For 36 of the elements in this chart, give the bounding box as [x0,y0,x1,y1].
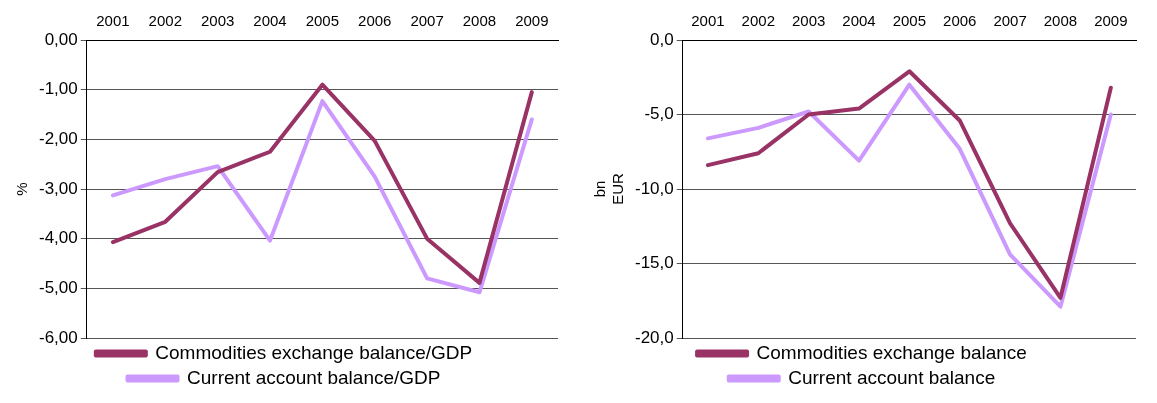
x-tick-label: 2008 [1043,12,1078,30]
y-tick-label: -5,00 [39,278,78,298]
legend-label: Commodities exchange balance/GDP [155,341,473,363]
x-tick-label: 2004 [842,12,876,30]
x-tick-label: 2001 [96,12,130,30]
y-tick-label: -1,00 [39,79,78,99]
x-tick-label: 2009 [515,12,549,30]
y-tick-label: -5,0 [644,104,674,124]
x-tick-label: 2002 [148,12,182,30]
x-tick-label: 2001 [691,12,725,30]
x-tick-label: 2004 [253,12,287,30]
y-tick-label: -6,00 [39,327,78,347]
x-tick-label: 2005 [892,12,927,30]
y-axis-title: bn EUR [591,173,627,205]
y-tick-label: -10,0 [635,178,674,198]
x-tick-label: 2005 [305,12,340,30]
y-tick-label: 0,00 [44,29,78,49]
y-tick-label: -4,00 [39,228,78,248]
x-tick-label: 2009 [1094,12,1128,30]
legend-label: Current account balance [788,366,996,388]
x-tick-label: 2003 [791,12,826,30]
legend-label: Current account balance/GDP [187,366,441,388]
y-tick-label: -15,0 [635,253,674,273]
x-tick-label: 2007 [410,12,444,30]
legend-label: Commodities exchange balance [756,341,1027,363]
x-tick-label: 2006 [943,12,977,30]
y-axis-title: % [13,182,31,196]
y-tick-label: -20,0 [635,327,674,347]
x-tick-label: 2008 [462,12,497,30]
x-tick-label: 2007 [993,12,1027,30]
y-tick-label: 0,0 [650,29,674,49]
y-tick-label: -2,00 [39,129,78,149]
y-tick-label: -3,00 [39,178,78,198]
x-tick-label: 2002 [741,12,775,30]
x-tick-label: 2003 [200,12,235,30]
x-tick-label: 2006 [358,12,392,30]
